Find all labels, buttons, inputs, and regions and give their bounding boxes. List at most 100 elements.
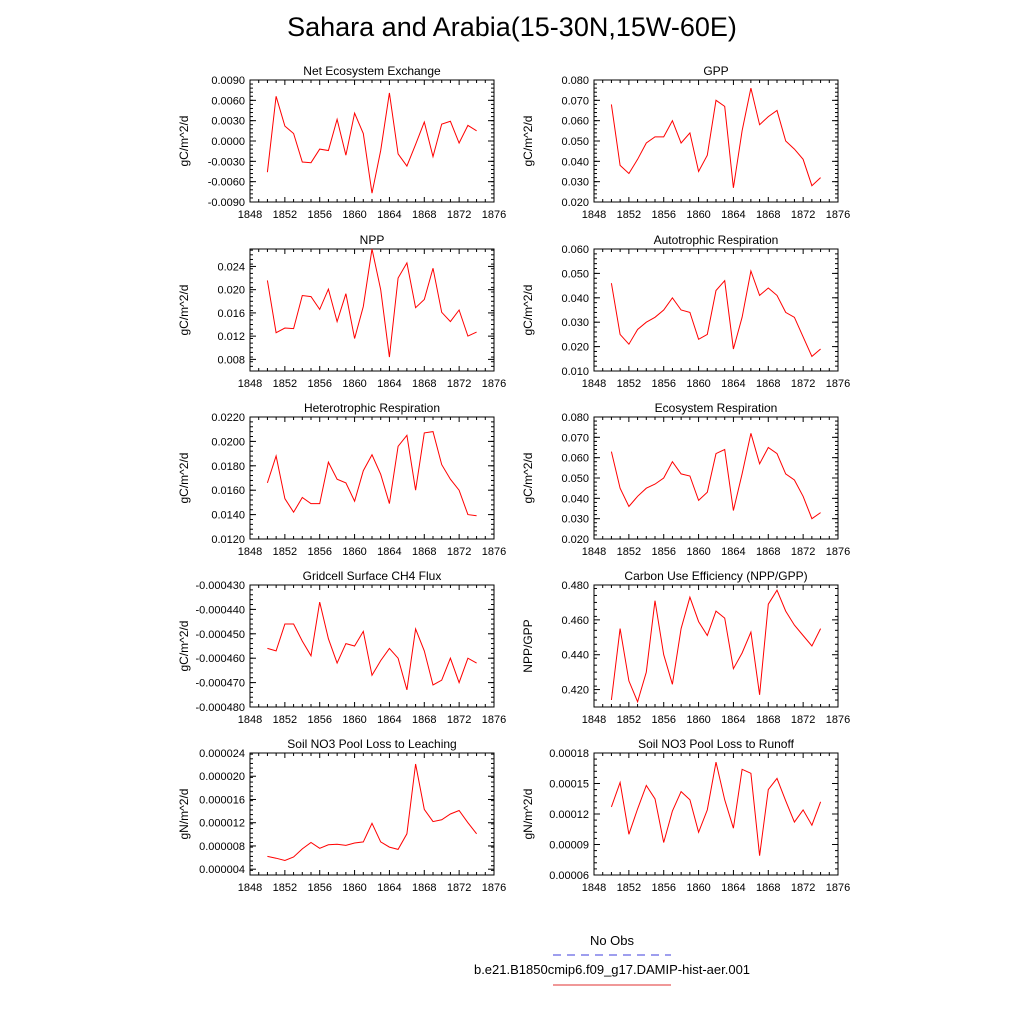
x-tick-label: 1868 [756,378,780,390]
x-tick-label: 1864 [377,546,401,558]
x-tick-label: 1860 [342,714,366,726]
x-tick-label: 1864 [721,546,745,558]
x-tick-label: 1856 [651,209,675,221]
y-tick-label: 0.00015 [549,779,589,791]
y-axis-label: gC/m^2/d [521,453,535,504]
x-tick-label: 1872 [447,209,471,221]
x-tick-label: 1864 [721,714,745,726]
x-tick-label: 1856 [651,714,675,726]
y-tick-label: -0.0030 [208,156,245,168]
x-tick-label: 1868 [412,546,436,558]
y-tick-label: 0.0140 [211,510,245,522]
x-tick-label: 1876 [826,209,850,221]
series-line-0 [266,92,477,194]
x-tick-label: 1864 [377,714,401,726]
chart-title: GPP [703,64,728,78]
y-axis-label: gN/m^2/d [521,789,535,840]
series-line-0 [610,589,822,704]
x-tick-label: 1848 [582,714,606,726]
chart-title: Net Ecosystem Exchange [303,64,441,78]
y-tick-label: 0.050 [561,473,589,485]
x-tick-label: 1856 [651,378,675,390]
x-tick-label: 1856 [651,882,675,894]
chart-panel-3: Autotrophic Respiration 1848 1852 1856 1860 1… [521,233,850,390]
x-tick-label: 1856 [307,546,331,558]
x-tick-label: 1872 [447,378,471,390]
x-tick-label: 1852 [273,714,297,726]
series-line-0 [610,269,821,358]
y-tick-label: 0.016 [217,308,245,320]
y-tick-label: 0.0200 [211,436,245,448]
x-tick-label: 1848 [238,546,262,558]
chart-title: Ecosystem Respiration [655,401,778,415]
x-tick-label: 1852 [617,546,641,558]
y-tick-label: 0.060 [561,116,589,128]
y-tick-label: 0.008 [217,354,245,366]
x-tick-label: 1860 [686,378,710,390]
plot-frame [249,79,495,203]
x-tick-label: 1876 [826,714,850,726]
y-tick-label: 0.0000 [211,136,245,148]
x-tick-label: 1872 [791,546,815,558]
y-tick-label: 0.000016 [199,794,245,806]
y-tick-label: 0.460 [561,615,589,627]
x-tick-label: 1864 [721,882,745,894]
plot-frame [249,248,495,372]
y-tick-label: 0.000004 [199,864,245,876]
series-line-0 [266,248,477,358]
x-tick-label: 1868 [756,714,780,726]
page-title: Sahara and Arabia(15-30N,15W-60E) [287,12,737,42]
x-tick-label: 1852 [273,882,297,894]
x-tick-label: 1864 [721,209,745,221]
chart-title: Heterotrophic Respiration [304,401,440,415]
y-tick-label: 0.0220 [211,412,245,424]
series-line-0 [610,761,822,856]
x-tick-label: 1864 [377,378,401,390]
chart-panel-7: Carbon Use Efficiency (NPP/GPP) 1848 1852 1… [521,569,850,726]
y-tick-label: 0.0060 [211,95,245,107]
x-tick-label: 1876 [482,546,506,558]
x-tick-label: 1860 [342,546,366,558]
y-tick-label: -0.000460 [195,653,245,665]
x-tick-label: 1856 [307,882,331,894]
y-tick-label: 0.00018 [549,748,589,760]
x-tick-label: 1876 [826,546,850,558]
plot-frame [249,584,495,708]
y-tick-label: 0.0120 [211,534,245,546]
y-tick-label: 0.480 [561,580,589,592]
y-tick-label: 0.080 [561,412,589,424]
x-tick-label: 1860 [686,546,710,558]
y-tick-label: 0.000012 [199,818,245,830]
x-tick-label: 1848 [238,882,262,894]
y-tick-label: -0.0090 [208,197,245,209]
y-tick-label: 0.020 [561,197,589,209]
x-tick-label: 1872 [791,378,815,390]
x-tick-label: 1848 [582,209,606,221]
x-tick-label: 1876 [482,209,506,221]
y-axis-label: gC/m^2/d [177,453,191,504]
plot-frame [593,248,839,372]
series-line-0 [610,433,821,520]
x-tick-label: 1876 [826,882,850,894]
y-tick-label: 0.024 [217,261,245,273]
chart-panel-4: Heterotrophic Respiration 1848 1852 1856 186… [177,401,506,558]
y-tick-label: 0.00006 [549,870,589,882]
y-tick-label: 0.010 [561,366,589,378]
y-tick-label: 0.080 [561,75,589,87]
y-axis-label: gC/m^2/d [521,116,535,167]
y-tick-label: 0.020 [561,342,589,354]
plot-frame [593,752,839,876]
x-tick-label: 1852 [273,546,297,558]
y-tick-label: 0.060 [561,453,589,465]
x-tick-label: 1876 [826,378,850,390]
chart-title: Gridcell Surface CH4 Flux [303,569,442,583]
x-tick-label: 1868 [756,546,780,558]
y-tick-label: -0.000430 [195,580,245,592]
x-tick-label: 1872 [791,209,815,221]
y-tick-label: 0.0180 [211,461,245,473]
y-tick-label: 0.050 [561,268,589,280]
y-tick-label: 0.00009 [549,840,589,852]
x-tick-label: 1860 [686,209,710,221]
y-tick-label: -0.000470 [195,678,245,690]
